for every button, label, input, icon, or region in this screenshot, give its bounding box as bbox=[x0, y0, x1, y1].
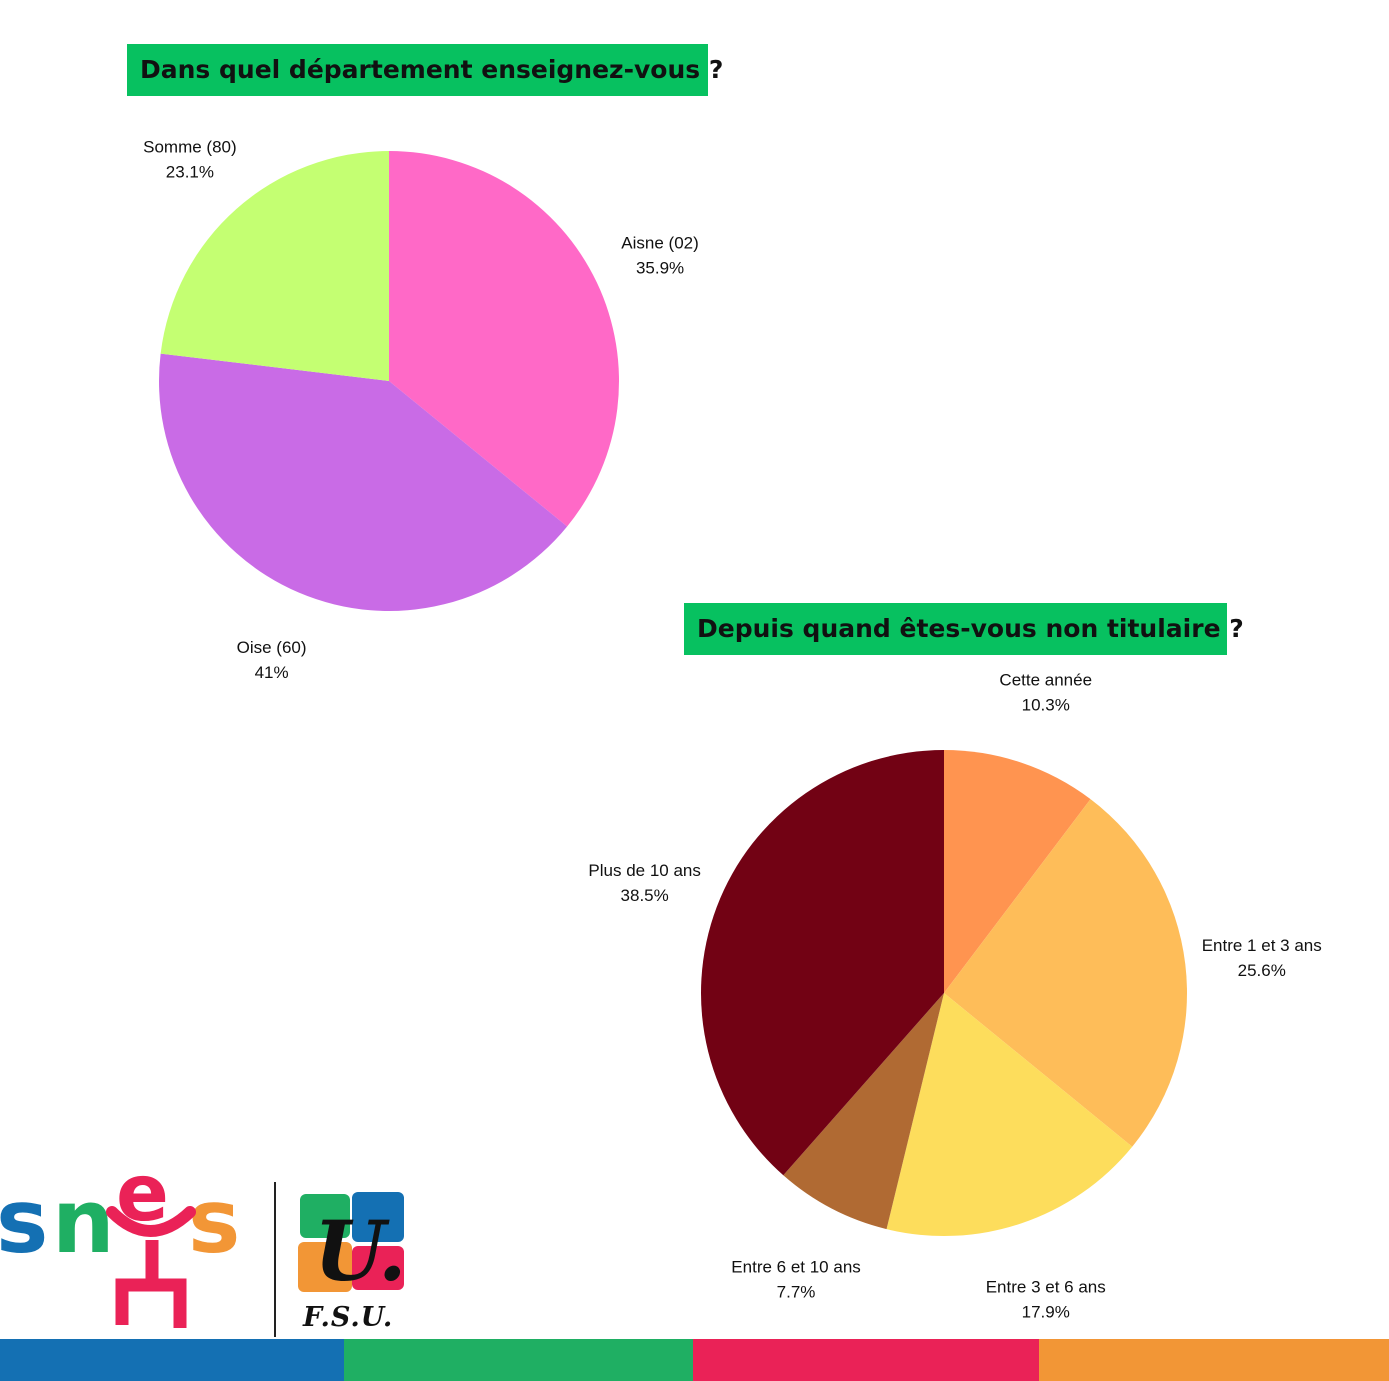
pie1-label-2: Somme (80) bbox=[143, 138, 237, 157]
bar-segment-red bbox=[693, 1339, 1039, 1381]
pie1-pct-0: 35.9% bbox=[636, 258, 684, 277]
pie2-slice-2 bbox=[886, 993, 1133, 1236]
bar-segment-blue bbox=[0, 1339, 344, 1381]
snes-letter-s1: s bbox=[0, 1170, 48, 1273]
pie-chart-1: Aisne (02) 35.9% Oise (60) 41% Somme (80) 23.… bbox=[143, 138, 699, 682]
snes-logo: s n e s bbox=[0, 1150, 240, 1328]
pie2-pct-0: 10.3% bbox=[1022, 696, 1070, 715]
pie2-label-3: Entre 6 et 10 ans bbox=[731, 1258, 860, 1277]
pie2-slice-4 bbox=[700, 750, 944, 1176]
pie2-label-2: Entre 3 et 6 ans bbox=[986, 1277, 1106, 1296]
pie1-slice-1 bbox=[159, 353, 568, 611]
snes-letter-n: n bbox=[52, 1170, 115, 1273]
pie2-label-1: Entre 1 et 3 ans bbox=[1202, 936, 1322, 955]
snes-letter-s2: s bbox=[188, 1170, 240, 1273]
bottom-color-bar bbox=[0, 1339, 1389, 1381]
pie2-pct-3: 7.7% bbox=[777, 1283, 816, 1302]
pie1-label-0: Aisne (02) bbox=[621, 233, 698, 252]
fsu-block-blue bbox=[352, 1192, 404, 1242]
fsu-block-orange bbox=[298, 1242, 352, 1292]
pie-chart-2: Cette année 10.3% Entre 1 et 3 ans 25.6% Ent… bbox=[588, 671, 1321, 1322]
fsu-text: F.S.U. bbox=[303, 1302, 394, 1333]
fsu-logo: U. bbox=[298, 1192, 407, 1300]
pie1-slice-2 bbox=[160, 151, 389, 381]
pie2-pct-4: 38.5% bbox=[621, 886, 669, 905]
fsu-letter: U. bbox=[314, 1204, 407, 1300]
pie2-pct-1: 25.6% bbox=[1238, 961, 1286, 980]
pie2-pct-2: 17.9% bbox=[1022, 1302, 1070, 1321]
pie1-label-1: Oise (60) bbox=[237, 638, 307, 657]
pie1-pct-1: 41% bbox=[255, 663, 289, 682]
pie2-slice-1 bbox=[944, 799, 1187, 1147]
snes-figure-arms bbox=[106, 1206, 196, 1237]
pie2-label-4: Plus de 10 ans bbox=[588, 861, 700, 880]
pie2-label-0: Cette année bbox=[999, 671, 1092, 690]
bar-segment-green bbox=[344, 1339, 693, 1381]
pie2-slice-0 bbox=[944, 749, 1091, 993]
logo-divider bbox=[274, 1182, 276, 1337]
fsu-block-red bbox=[352, 1246, 404, 1290]
pie1-slice-0 bbox=[389, 151, 619, 527]
bar-segment-orange bbox=[1039, 1339, 1389, 1381]
chart2-title: Depuis quand êtes-vous non titulaire ? bbox=[684, 603, 1244, 655]
snes-figure-chair bbox=[115, 1240, 187, 1328]
pie2-slice-3 bbox=[783, 993, 944, 1230]
fsu-block-green bbox=[300, 1194, 350, 1238]
pie1-pct-2: 23.1% bbox=[166, 163, 214, 182]
logos: s n e s U. F.S.U. bbox=[0, 1150, 420, 1340]
chart1-title: Dans quel département enseignez-vous ? bbox=[127, 44, 723, 96]
